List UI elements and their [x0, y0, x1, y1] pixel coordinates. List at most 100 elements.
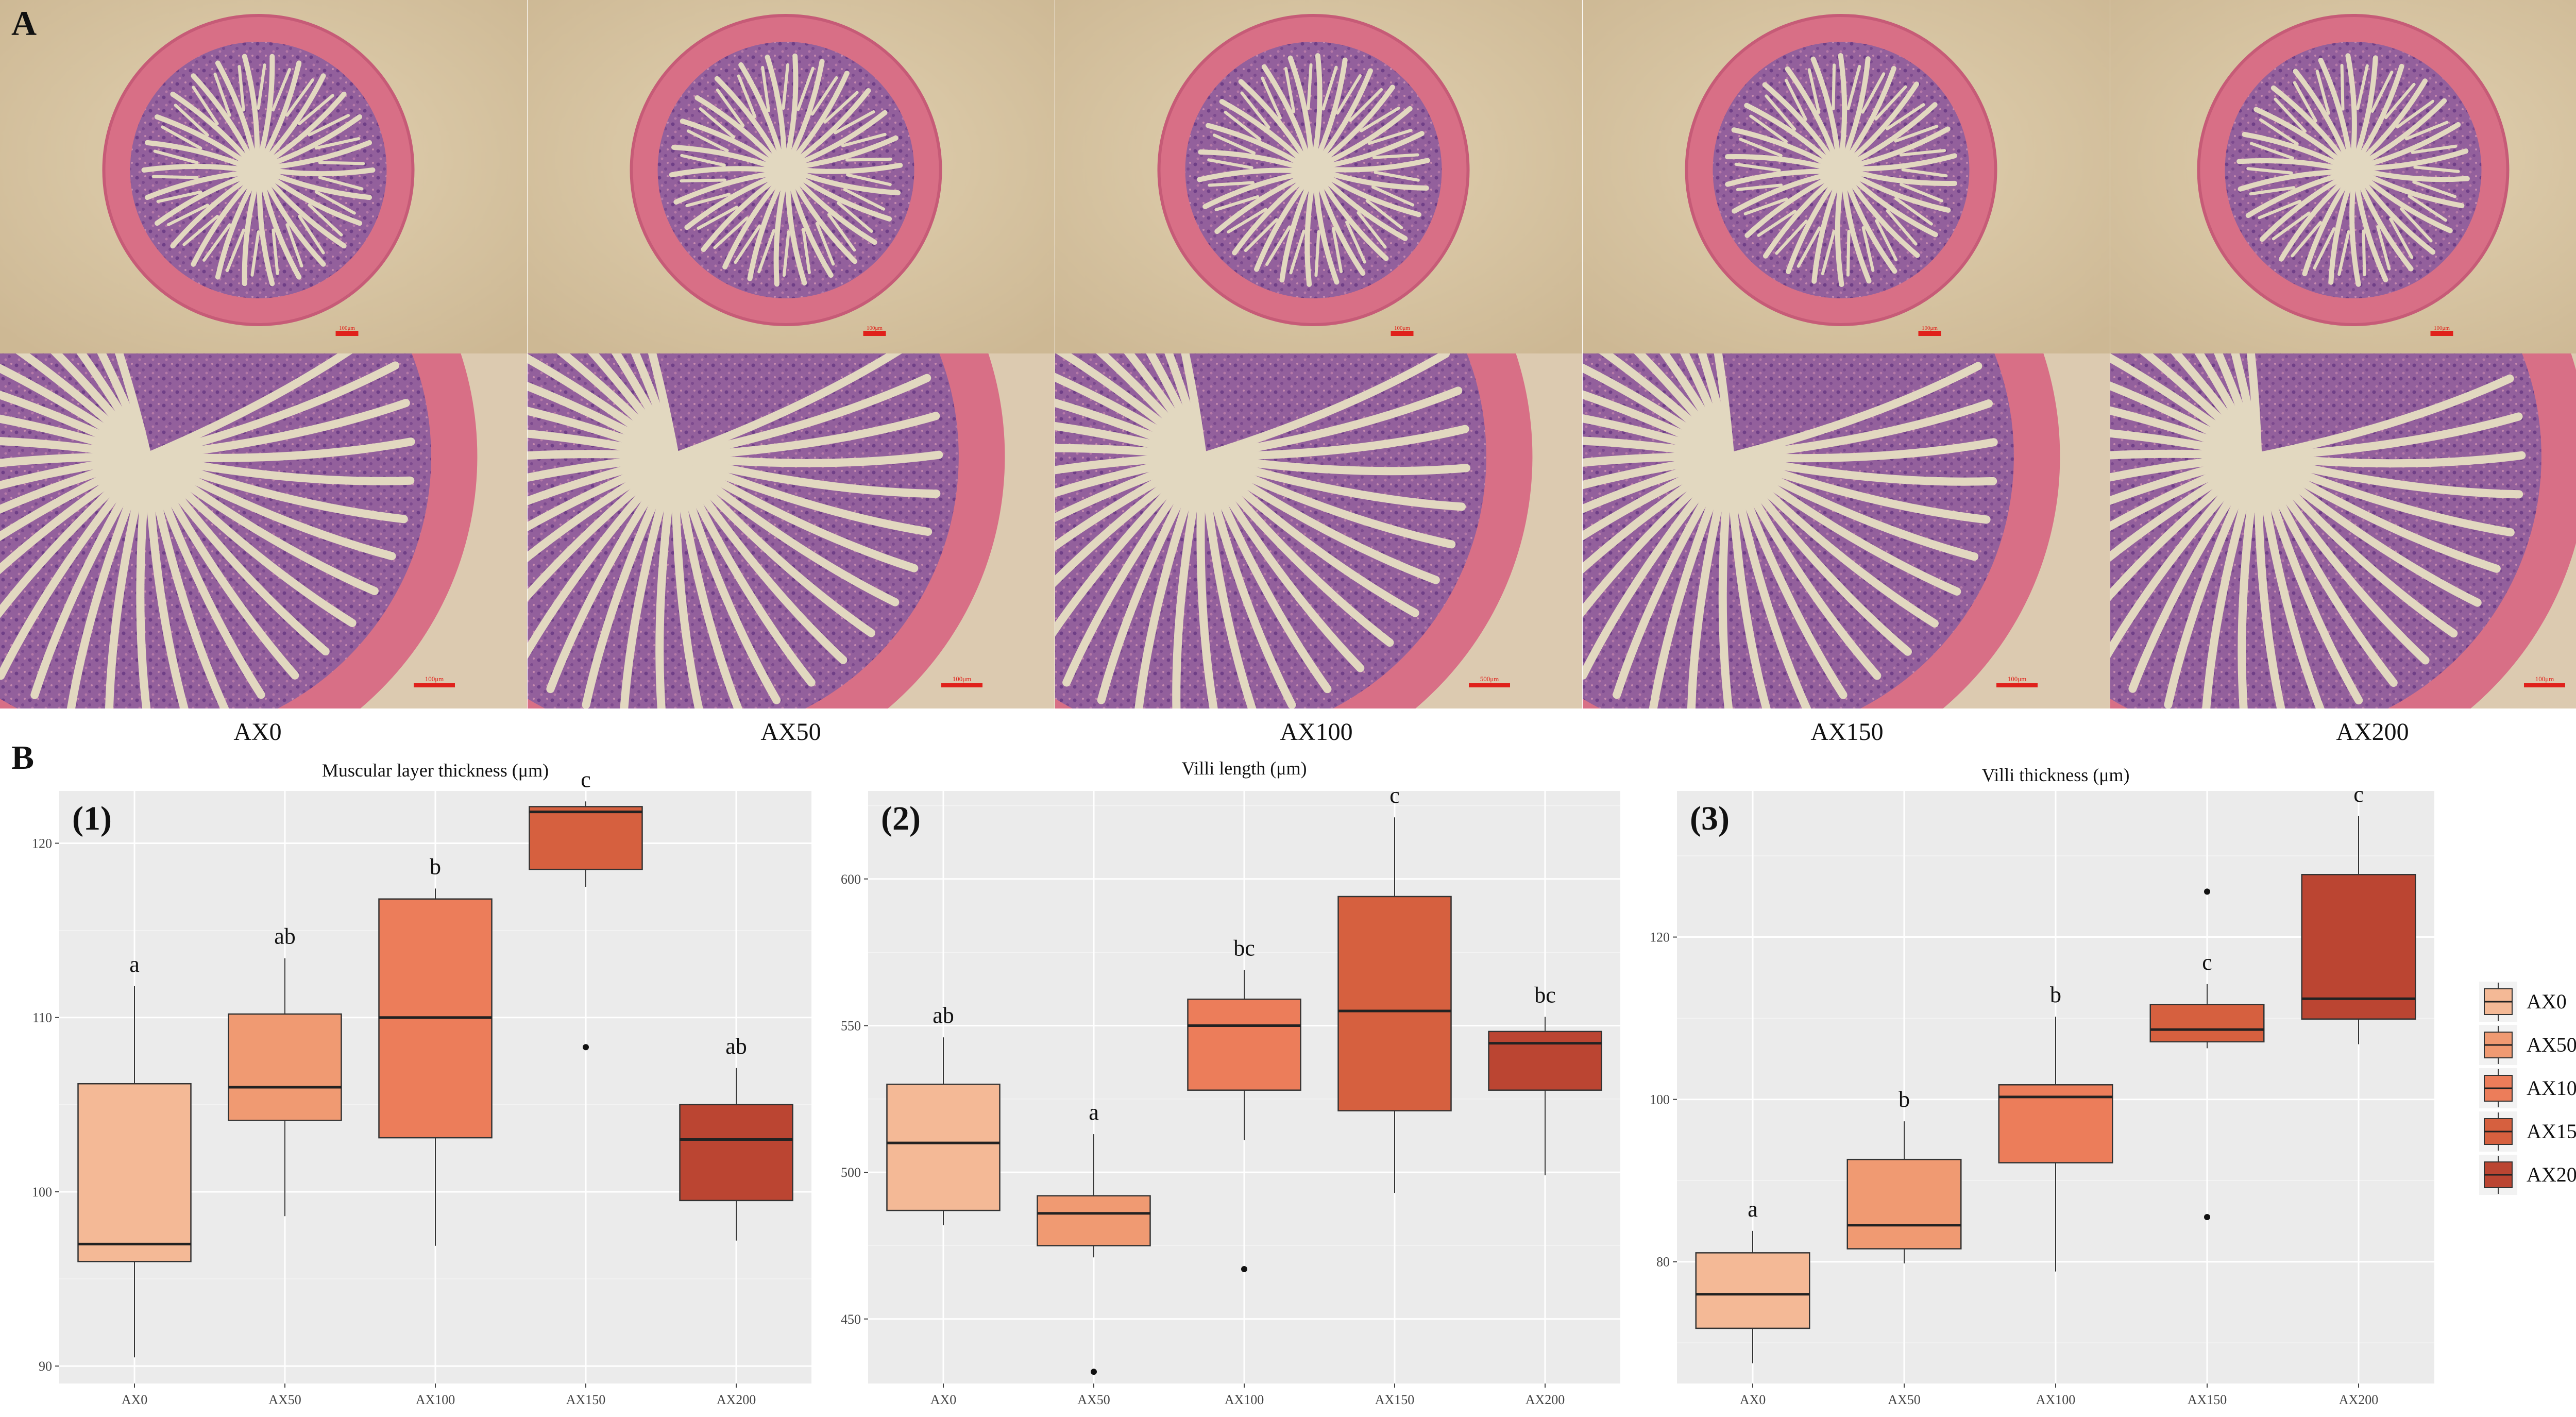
lumen-branch — [1357, 211, 1387, 249]
lumen-channel — [1097, 452, 1207, 704]
lumen-channel — [1731, 127, 1834, 169]
lumen-branch — [699, 107, 735, 139]
lumen-branch — [225, 228, 245, 273]
lumen-channel — [2164, 452, 2262, 709]
lumen-channel — [143, 437, 415, 462]
iqr-box — [1187, 998, 1301, 1091]
lumen-channel — [66, 452, 152, 709]
lumen-channel — [722, 176, 783, 269]
lumen-branch — [1365, 199, 1403, 229]
y-tick-label: 120 — [1650, 930, 1670, 945]
lumen-channel — [1316, 68, 1373, 163]
lumen-branch — [2315, 70, 2330, 115]
lumen-branch — [734, 224, 761, 264]
legend-label: AX0 — [2527, 990, 2567, 1013]
lumen-channel — [792, 110, 888, 167]
lumen-channel — [1762, 82, 1837, 165]
lumen-channel — [1680, 353, 1735, 461]
lumen-branch — [153, 149, 199, 164]
lumen-branch — [2376, 225, 2391, 271]
lumen-channel — [1261, 64, 1312, 163]
outlier-point — [2204, 1214, 2210, 1221]
lumen-channel — [1198, 425, 1469, 461]
lumen-branch — [2249, 142, 2294, 160]
lumen-branch — [1821, 230, 1836, 276]
lumen-branch — [713, 216, 749, 249]
magnified-view — [1055, 353, 1582, 709]
lumen-channel — [2110, 381, 2262, 461]
lumen-channel — [1726, 362, 1982, 461]
lumen-channel — [0, 452, 152, 542]
y-tick-label: 100 — [1650, 1092, 1670, 1107]
lumen-channel — [528, 452, 680, 505]
iqr-box — [77, 1083, 192, 1262]
lumen-branch — [697, 206, 738, 230]
significance-letter: ab — [274, 924, 296, 949]
lumen-channel — [0, 437, 152, 461]
lumen-channel — [528, 450, 680, 461]
legend-label: AX150 — [2527, 1120, 2576, 1143]
lumen-branch — [1739, 138, 1783, 157]
lumen-channel — [1698, 353, 1735, 461]
lumen-channel — [1841, 178, 1872, 284]
lumen-branch — [285, 78, 314, 117]
lumen-branch — [2291, 221, 2323, 258]
significance-letter: b — [2050, 982, 2061, 1007]
lumen-branch — [1374, 171, 1420, 182]
lumen-channel — [1198, 452, 1466, 511]
lumen-branch — [1846, 64, 1861, 110]
lumen-channel — [2318, 58, 2353, 162]
lumen-channel — [528, 429, 680, 461]
lumen-channel — [2328, 178, 2354, 285]
lumen-branch — [2389, 217, 2414, 259]
lumen-channel — [1744, 174, 1835, 238]
lumen-channel — [1055, 373, 1207, 461]
scale-bar — [863, 331, 886, 336]
lumen-channel — [1055, 398, 1207, 461]
lumen-channel — [794, 162, 903, 174]
lumen-channel — [1055, 452, 1207, 497]
lumen-channel — [2246, 353, 2262, 461]
lumen-channel — [1649, 452, 1735, 709]
lumen-channel — [15, 353, 152, 461]
lumen-channel — [143, 353, 353, 461]
lumen-branch — [314, 190, 356, 215]
significance-letter: a — [1089, 1100, 1099, 1125]
lumen-channel — [1726, 452, 1848, 699]
lumen-channel — [1732, 171, 1834, 214]
lumen-channel — [2110, 452, 2262, 482]
lumen-branch — [1894, 125, 1939, 143]
lumen-channel — [1055, 452, 1207, 522]
lumen-channel — [0, 452, 152, 490]
lumen-channel — [1726, 452, 1882, 680]
lumen-branch — [2370, 71, 2394, 113]
lumen-branch — [182, 214, 219, 246]
scale-bar-label: 100μm — [2434, 325, 2450, 331]
lumen-channel — [143, 452, 408, 524]
lumen-channel — [1847, 173, 1938, 238]
lumen-branch — [1874, 85, 1907, 121]
lumen-channel — [1319, 174, 1408, 241]
lumen-channel — [587, 353, 680, 461]
lumen-channel — [1838, 53, 1848, 162]
magnified-view — [2110, 353, 2576, 709]
lumen-channel — [154, 172, 251, 226]
lumen-channel — [1254, 177, 1311, 272]
lumen-channel — [259, 177, 302, 280]
lumen-channel — [1725, 154, 1833, 172]
y-tick-label: 90 — [39, 1359, 52, 1374]
lumen-channel — [1726, 452, 1961, 596]
lumen-channel — [143, 452, 357, 628]
lumen-channel — [785, 178, 807, 286]
lumen-channel — [1198, 452, 1365, 672]
box-ax150: c — [1337, 783, 1452, 1193]
lumen-channel — [671, 452, 781, 704]
significance-letter: bc — [1534, 982, 1556, 1007]
lumen-channel — [2253, 452, 2285, 709]
lumen-channel — [1198, 353, 1450, 461]
lumen-channel — [76, 353, 152, 461]
scale-bar-label: 100μm — [867, 325, 883, 331]
lumen-channel — [154, 114, 251, 168]
lumen-channel — [143, 452, 189, 709]
